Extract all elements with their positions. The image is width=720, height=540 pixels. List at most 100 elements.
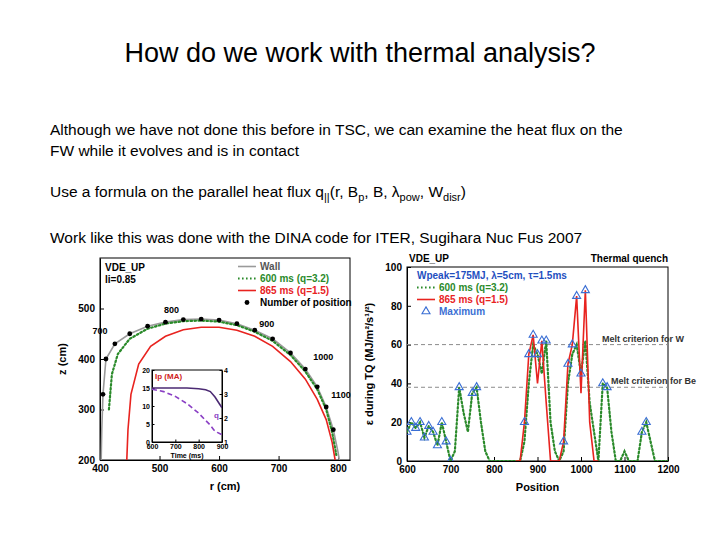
tick-label: 20 [391,417,403,428]
reference-label: Melt criterion for Be [611,376,696,386]
tick-label: 700 [170,443,182,450]
tick-mark [220,370,223,371]
tick-mark [407,267,411,268]
legend-swatch [422,307,430,314]
tick-mark [279,456,280,460]
chart-subtitle: li=0.85 [105,274,136,285]
tick-label: 600 [211,463,228,474]
tick-label: 2 [224,415,228,422]
tick-mark [160,456,161,460]
position-label: 800 [164,305,179,315]
marker [199,317,204,322]
tick-label: 40 [391,378,403,389]
y-axis-title: z (cm) [56,343,68,375]
tick: 300 [78,404,104,415]
plot-frame [407,267,668,461]
marker [331,427,336,432]
marker [433,441,441,448]
tick-label: 1200 [657,464,680,475]
legend-swatch [238,277,256,279]
marker [163,320,168,325]
legend-label: Wall [260,261,280,272]
tick-label: 700 [271,463,288,474]
tick-label: 700 [443,464,460,475]
marker [642,418,650,425]
tick: 1200 [657,457,680,475]
axis-line [101,460,351,461]
legend: Wall600 ms (q=3.2)865 ms (q=1.5)Number o… [238,261,352,308]
tick-mark [152,424,155,425]
marker [568,340,576,347]
reference-line [407,387,668,388]
marker [127,331,132,336]
marker [181,317,186,322]
reference-label: Melt criterion for W [602,334,685,344]
tick-label: 60 [391,339,403,350]
legend-swatch [417,286,435,288]
tick: 1100 [614,457,636,475]
tick-mark [100,359,104,360]
position-label: 900 [259,319,274,329]
tick-mark [100,309,104,310]
legend-swatch [238,290,256,292]
marker [104,357,109,362]
marker [564,359,572,366]
plot-frame [100,258,350,460]
marker [520,418,528,425]
marker [315,384,320,389]
tick-mark [219,456,220,460]
marker [438,418,446,425]
text-run: ) [461,183,466,200]
text-run: (r, B [330,183,358,200]
reference-line [407,344,668,345]
tick-label: 10 [142,403,150,410]
marker [324,405,329,410]
marker [407,427,411,434]
tick: 20 [142,367,154,374]
tick-mark [407,306,411,307]
marker [573,291,581,298]
slide-canvas: How do we work with thermal analysis? Alt… [0,0,720,540]
tick-mark [220,418,223,419]
tick-label: 100 [385,262,402,273]
subscript: disr [443,191,461,203]
tick: 1000 [570,457,593,475]
tick-label: 300 [78,404,95,415]
marker [577,369,585,376]
x-axis-title: Time (ms) [171,452,204,460]
tick-label: 0 [146,439,150,446]
series-line [407,341,668,461]
tick: 500 [78,303,104,314]
paragraph-line: Although we have not done this before in… [50,121,623,138]
inset-background [152,370,222,442]
y-axis: 200300400500 [78,259,104,466]
marker [112,341,117,346]
marker [270,336,275,341]
y-axis-title: Ip (MA) [155,372,182,381]
tick: 2 [220,415,229,422]
tick: 900 [530,457,547,475]
marker [303,367,308,372]
marker [473,383,481,390]
slide-title: How do we work with thermal analysis? [124,38,595,68]
marker [288,351,293,356]
tick: 0 [146,439,154,446]
tick: 500 [152,456,169,474]
plot-area [152,388,222,435]
y-axis: 05101520 [142,367,154,446]
tick-label: 500 [78,303,95,314]
marker [235,321,240,326]
marker [145,324,150,329]
x-axis: 400500600700800 [92,456,350,474]
legend-label: 865 ms (q=1.5) [260,285,329,296]
tick-mark [152,442,155,443]
legend-swatch [417,299,435,301]
marker [217,318,222,323]
plot-frame [152,370,222,442]
marker [442,437,450,444]
tick-mark [199,440,200,443]
tick: 80 [391,301,411,312]
slide: How do we work with thermal analysis? Alt… [0,0,720,540]
paragraph: Use a formula on the parallel heat flux … [50,183,466,203]
tick: 100 [385,262,411,273]
